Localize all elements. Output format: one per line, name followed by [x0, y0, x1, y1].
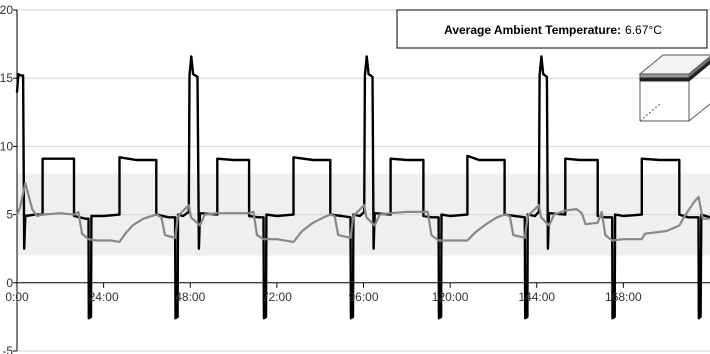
y-tick-label: 15 — [0, 71, 13, 85]
x-tick-label: 48:00 — [175, 290, 205, 304]
y-tick-label: -5 — [2, 344, 13, 354]
y-tick-label: 5 — [6, 208, 13, 222]
annotation-value: 6.67°C — [625, 23, 662, 37]
y-tick-label: 0 — [6, 276, 13, 290]
x-tick-label: 24:00 — [89, 290, 119, 304]
x-tick-label: 96:00 — [348, 290, 378, 304]
x-tick-label: 144:00 — [518, 290, 555, 304]
enclosure-icon — [638, 54, 710, 122]
y-tick-layer: -5 0 5 10 15 20 — [0, 3, 13, 354]
x-tick-label: 168:00 — [605, 290, 642, 304]
annotation-box-frame — [396, 9, 708, 49]
series-layer — [15, 55, 710, 320]
series-line-1 — [15, 55, 710, 320]
annotation-box: Average Ambient Temperature: 6.67°C — [396, 9, 708, 49]
annotation-text: Average Ambient Temperature: 6.67°C — [444, 23, 662, 37]
series-line-2 — [15, 182, 710, 243]
axis-layer — [13, 9, 710, 352]
x-tick-layer: 0:00 24:00 48:00 72:00 96:00 120:00 144:00 168:… — [5, 290, 642, 304]
y-tick-label: 20 — [0, 3, 13, 17]
y-tick-label: 10 — [0, 139, 13, 153]
x-tick-label: 72:00 — [262, 290, 292, 304]
x-tick-label: 120:00 — [432, 290, 469, 304]
annotation-label: Average Ambient Temperature: — [444, 23, 621, 37]
x-tick-label: 0:00 — [5, 290, 29, 304]
